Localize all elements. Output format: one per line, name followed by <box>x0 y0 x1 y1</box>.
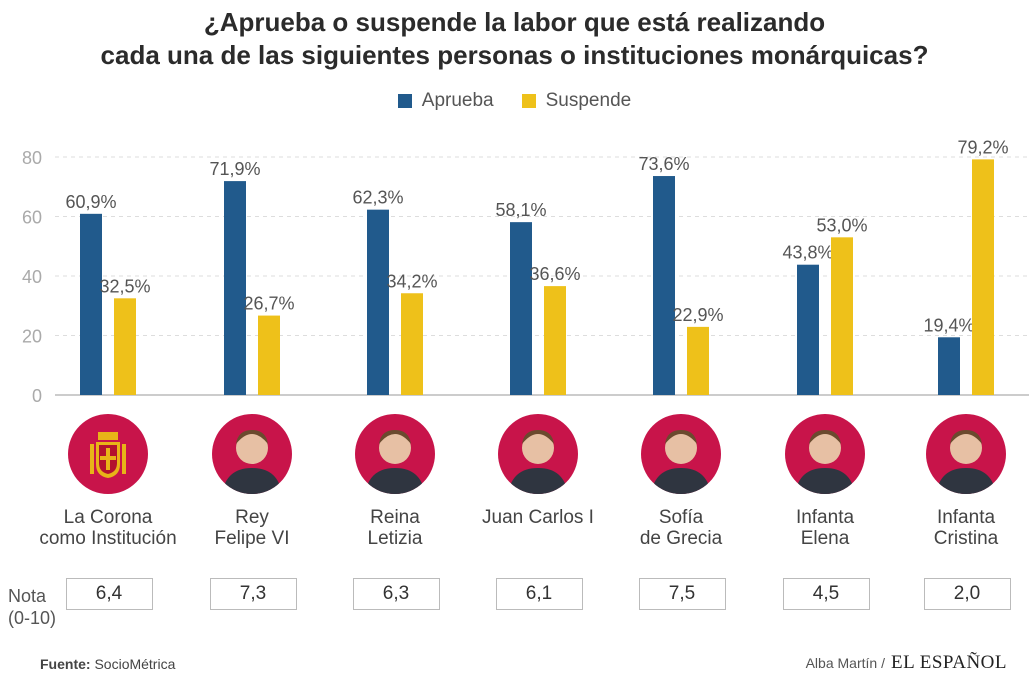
nota-value: 2,0 <box>923 578 1011 610</box>
subject-name-line-2: de Grecia <box>639 528 723 549</box>
subject-name: Reina Letizia <box>305 507 485 549</box>
title-line-2: cada una de las siguientes personas o in… <box>100 40 929 70</box>
subject-name: Infanta Elena <box>735 507 915 549</box>
data-label-suspende: 22,9% <box>672 305 723 325</box>
data-label-suspende: 53,0% <box>816 215 867 235</box>
portrait-icon <box>212 414 292 494</box>
bar-aprueba <box>367 209 389 395</box>
brand-logo: EL ESPAÑOL <box>890 652 1007 673</box>
data-label-aprueba: 43,8% <box>782 243 833 263</box>
nota-value: 6,4 <box>65 578 153 610</box>
data-label-aprueba: 60,9% <box>65 192 116 212</box>
subject-name-line-1: La Corona <box>63 507 153 528</box>
subject-name-line-1: Infanta <box>795 507 855 528</box>
y-tick-label: 40 <box>22 267 42 287</box>
subject-name: Juan Carlos I <box>448 507 628 528</box>
data-label-aprueba: 71,9% <box>209 159 260 179</box>
subject-name: Infanta Cristina <box>876 507 1029 549</box>
data-label-suspende: 26,7% <box>243 294 294 314</box>
subject-name: Rey Felipe VI <box>162 507 342 549</box>
subject-name-line-2: Letizia <box>367 528 423 549</box>
legend-item-suspende: Suspende <box>521 90 632 112</box>
subject-name-line-1: Rey <box>235 507 269 528</box>
data-label-aprueba: 58,1% <box>495 200 546 220</box>
nota-value: 6,1 <box>495 578 583 610</box>
credits: Alba Martín / EL ESPAÑOL <box>806 652 1007 674</box>
bar-aprueba <box>80 213 102 395</box>
nota-value: 7,5 <box>638 578 726 610</box>
bar-suspende <box>831 237 853 395</box>
y-tick-label: 20 <box>22 327 42 347</box>
nota-label-line-2: (0-10) <box>8 608 57 628</box>
subject-name-line-1: Reina <box>370 507 420 528</box>
nota-label-line-1: Nota <box>8 586 47 606</box>
bar-aprueba <box>653 176 675 395</box>
y-tick-label: 0 <box>32 386 42 406</box>
portrait-icon <box>785 414 865 494</box>
nota-label: Nota (0-10) <box>8 585 56 629</box>
author-credit: Alba Martín / <box>805 655 885 671</box>
source-label: Fuente: <box>40 656 91 672</box>
subject-name-line-1: Sofía <box>658 507 704 528</box>
bar-aprueba <box>797 264 819 395</box>
subject-name-line-2: como Institución <box>39 528 177 549</box>
data-label-aprueba: 73,6% <box>638 154 689 174</box>
portrait-icon <box>926 414 1006 494</box>
data-label-suspende: 36,6% <box>529 264 580 284</box>
subject-name-line-1: Infanta <box>936 507 996 528</box>
chart-title: ¿Aprueba o suspende la labor que está re… <box>0 6 1029 72</box>
legend-label-aprueba: Aprueba <box>421 90 494 111</box>
data-label-suspende: 34,2% <box>386 271 437 291</box>
subject-name-line-2: Felipe VI <box>214 528 290 549</box>
legend: Aprueba Suspende <box>0 90 1029 112</box>
y-tick-label: 80 <box>22 148 42 168</box>
legend-swatch-suspende <box>521 94 536 108</box>
bar-suspende <box>687 326 709 395</box>
bar-suspende <box>401 293 423 395</box>
subject-name-line-1: Juan Carlos I <box>482 507 594 528</box>
subject-name-line-2: Cristina <box>933 528 999 549</box>
bar-suspende <box>114 298 136 395</box>
subject-name-line-2: Elena <box>800 528 850 549</box>
bar-aprueba <box>224 181 246 395</box>
nota-value: 6,3 <box>352 578 440 610</box>
source-value: SocioMétrica <box>94 656 176 672</box>
subject-name: La Corona como Institución <box>18 507 198 549</box>
bar-aprueba <box>938 337 960 395</box>
y-tick-label: 60 <box>22 208 42 228</box>
portrait-icon <box>355 414 435 494</box>
data-label-suspende: 32,5% <box>99 276 150 296</box>
nota-value: 4,5 <box>782 578 870 610</box>
nota-value: 7,3 <box>209 578 297 610</box>
legend-label-suspende: Suspende <box>545 90 632 111</box>
portrait-icon <box>498 414 578 494</box>
data-label-aprueba: 19,4% <box>923 315 974 335</box>
data-label-suspende: 79,2% <box>957 137 1008 157</box>
bar-aprueba <box>510 222 532 395</box>
portrait-icon <box>641 414 721 494</box>
subject-name: Sofía de Grecia <box>591 507 771 549</box>
legend-item-aprueba: Aprueba <box>397 90 494 112</box>
coat-of-arms-icon <box>68 414 148 494</box>
bar-suspende <box>258 315 280 395</box>
source-note: Fuente: SocioMétrica <box>40 656 175 672</box>
legend-swatch-aprueba <box>397 94 412 108</box>
title-line-1: ¿Aprueba o suspende la labor que está re… <box>203 7 826 37</box>
data-label-aprueba: 62,3% <box>352 188 403 208</box>
bar-suspende <box>972 159 994 395</box>
bar-suspende <box>544 286 566 395</box>
bar-chart: 0 20 40 60 80 60,9% 71,9% 62,3% 58,1% 73,6% 43,8% 1… <box>22 137 1029 406</box>
